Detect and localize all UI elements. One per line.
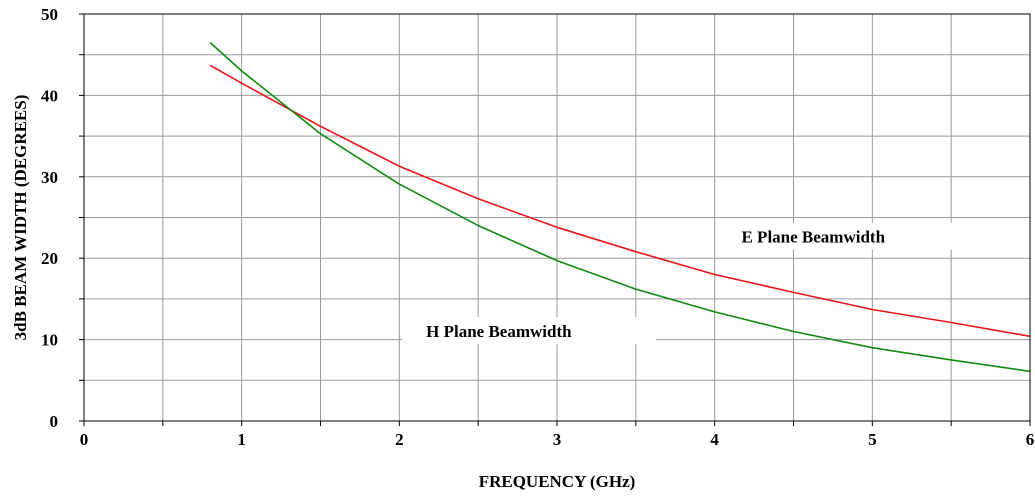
x-tick-label: 5 (868, 430, 877, 449)
x-tick-label: 0 (80, 430, 89, 449)
plot-frame (83, 13, 1031, 422)
annotation-label: E Plane Beamwidth (717, 222, 972, 250)
y-tick-label: 30 (41, 168, 58, 187)
y-tick-label: 40 (41, 86, 58, 105)
x-tick-label: 3 (553, 430, 562, 449)
x-tick-label: 4 (710, 430, 719, 449)
y-tick-label: 20 (41, 249, 58, 268)
annotations: E Plane Beamwidth H Plane Beamwidth (402, 222, 972, 345)
y-tick-labels: 0 10 20 30 40 50 (41, 5, 58, 431)
annotation-background (402, 317, 657, 345)
y-axis-title: 3dB BEAM WIDTH (DEGREES) (11, 95, 30, 341)
y-tick-label: 0 (50, 412, 59, 431)
annotation-text: E Plane Beamwidth (741, 228, 885, 247)
minor-ticks (79, 13, 1031, 426)
x-tick-label: 6 (1026, 430, 1035, 449)
annotation-text: H Plane Beamwidth (426, 322, 572, 341)
y-tick-label: 10 (41, 331, 58, 350)
series-line-e-plane (209, 64, 1031, 338)
x-tick-label: 2 (395, 430, 404, 449)
x-tick-label: 1 (237, 430, 246, 449)
x-axis-title: FREQUENCY (GHz) (479, 472, 636, 491)
y-tick-label: 50 (41, 5, 58, 24)
annotation-background (717, 222, 972, 250)
x-tick-labels: 0 1 2 3 4 5 6 (80, 430, 1035, 449)
series-lines (209, 41, 1031, 373)
series-line-h-plane (209, 41, 1031, 373)
annotation-label: H Plane Beamwidth (402, 317, 657, 345)
